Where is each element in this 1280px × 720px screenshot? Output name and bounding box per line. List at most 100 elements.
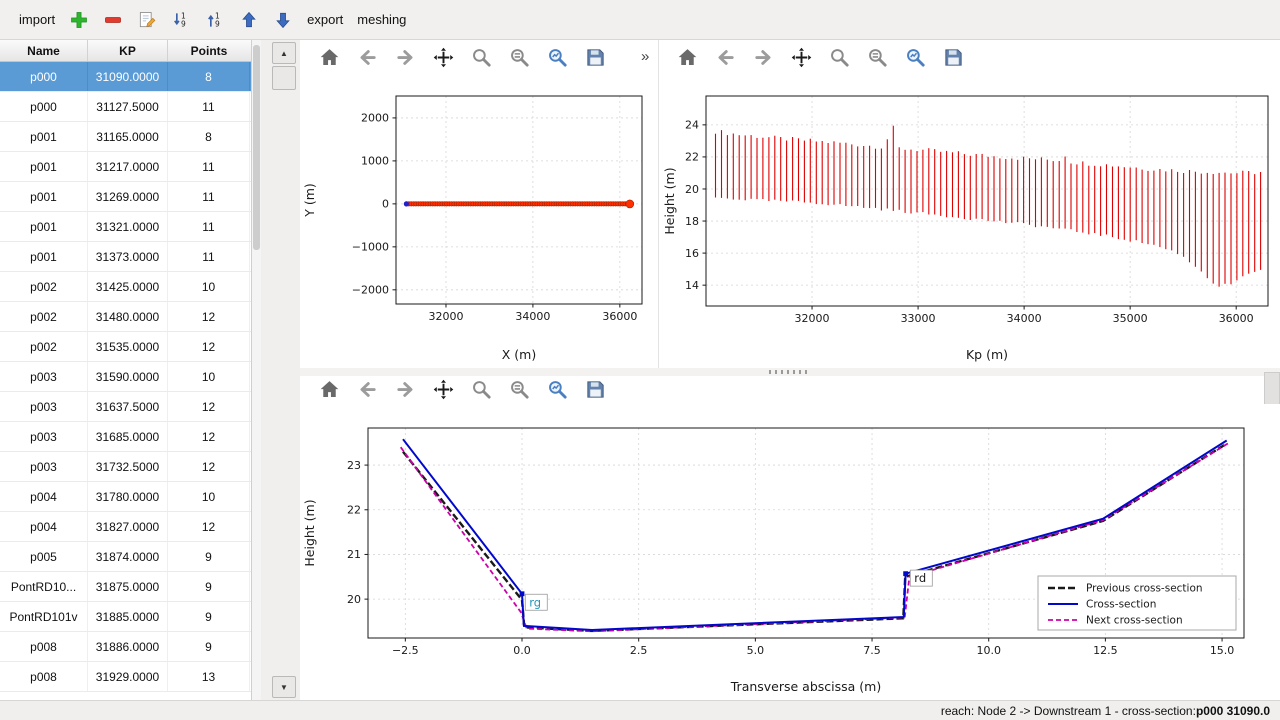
back-button[interactable] <box>354 44 381 71</box>
svg-text:2000: 2000 <box>361 112 389 125</box>
zoom-button[interactable] <box>468 376 495 403</box>
pan-button[interactable] <box>430 44 457 71</box>
longitudinal-profile-chart[interactable]: 32000 33000 34000 35000 36000 14 16 18 20 22 24 Kp … <box>660 76 1280 368</box>
cell-points: 9 <box>168 542 250 571</box>
cross-section <box>402 438 1228 631</box>
cross-section-chart[interactable]: −2.5 0.0 2.5 5.0 7.5 10.0 12.5 15.0 20 21 22 23 Tran… <box>300 404 1280 700</box>
table-row[interactable]: p003 31590.0000 10 <box>0 362 251 392</box>
table-row[interactable]: p002 31425.0000 10 <box>0 272 251 302</box>
forward-button[interactable] <box>750 44 777 71</box>
move-down-button[interactable] <box>270 7 296 33</box>
plan-view-xlabel: X (m) <box>502 347 536 362</box>
plan-view-ylabel: Y (m) <box>302 183 317 218</box>
save-button[interactable] <box>582 376 609 403</box>
pan-button[interactable] <box>430 376 457 403</box>
table-row[interactable]: p000 31090.0000 8 <box>0 62 251 92</box>
table-row[interactable]: p004 31827.0000 12 <box>0 512 251 542</box>
toolbar-overflow-chevron[interactable]: » <box>641 48 650 65</box>
home-button[interactable] <box>674 44 701 71</box>
cell-name: p002 <box>0 302 88 331</box>
subplots-button[interactable] <box>506 376 533 403</box>
move-up-button[interactable] <box>236 7 262 33</box>
table-row[interactable]: p000 31127.5000 11 <box>0 92 251 122</box>
customize-button[interactable] <box>544 44 571 71</box>
longitudinal-profile-xlabel: Kp (m) <box>966 347 1008 362</box>
table-row[interactable]: p005 31874.0000 9 <box>0 542 251 572</box>
zoom-button[interactable] <box>826 44 853 71</box>
table-row[interactable]: p003 31637.5000 12 <box>0 392 251 422</box>
cell-name: p004 <box>0 512 88 541</box>
export-button[interactable]: export <box>307 12 344 27</box>
cell-kp: 31590.0000 <box>88 362 168 391</box>
pan-button[interactable] <box>788 44 815 71</box>
customize-icon <box>549 49 567 67</box>
panel-scrollbar-thumb[interactable] <box>272 66 296 90</box>
edit-cross-section-button[interactable] <box>134 7 160 33</box>
zoom-button[interactable] <box>468 44 495 71</box>
column-header-points[interactable]: Points <box>190 43 228 58</box>
home-button[interactable] <box>316 376 343 403</box>
back-button[interactable] <box>712 44 739 71</box>
table-row[interactable]: PontRD101v 31885.0000 9 <box>0 602 251 632</box>
save-icon <box>945 49 962 66</box>
horizontal-splitter[interactable] <box>300 368 1280 376</box>
cell-name: p003 <box>0 422 88 451</box>
table-scrollbar-thumb[interactable] <box>253 45 260 250</box>
save-button[interactable] <box>582 44 609 71</box>
arrow-down-icon <box>276 12 290 28</box>
table-row[interactable]: p002 31535.0000 12 <box>0 332 251 362</box>
cell-name: p008 <box>0 632 88 661</box>
subplots-button[interactable] <box>864 44 891 71</box>
table-row[interactable]: p001 31321.0000 11 <box>0 212 251 242</box>
svg-text:21: 21 <box>347 548 361 561</box>
legend: Previous cross-section Cross-section Next … <box>1037 575 1237 631</box>
cell-kp: 31886.0000 <box>88 632 168 661</box>
back-button[interactable] <box>354 376 381 403</box>
table-row[interactable]: p004 31780.0000 10 <box>0 482 251 512</box>
pan-icon <box>433 379 454 400</box>
table-row[interactable]: p002 31480.0000 12 <box>0 302 251 332</box>
subplots-button[interactable] <box>506 44 533 71</box>
table-row[interactable]: p003 31732.5000 12 <box>0 452 251 482</box>
scroll-down-button[interactable]: ▼ <box>272 676 296 698</box>
customize-button[interactable] <box>544 376 571 403</box>
cell-name: p003 <box>0 392 88 421</box>
column-header-name[interactable]: Name <box>0 40 88 61</box>
cell-points: 10 <box>168 272 250 301</box>
cell-points: 12 <box>168 332 250 361</box>
import-button[interactable]: import <box>19 12 56 27</box>
customize-button[interactable] <box>902 44 929 71</box>
svg-text:36000: 36000 <box>602 310 637 323</box>
cell-name: p002 <box>0 332 88 361</box>
table-scrollbar[interactable] <box>252 40 261 700</box>
table-row[interactable]: p001 31217.0000 11 <box>0 152 251 182</box>
table-row[interactable]: p001 31269.0000 11 <box>0 182 251 212</box>
table-row[interactable]: p001 31165.0000 8 <box>0 122 251 152</box>
table-row[interactable]: p003 31685.0000 12 <box>0 422 251 452</box>
table-row[interactable]: p001 31373.0000 11 <box>0 242 251 272</box>
home-button[interactable] <box>316 44 343 71</box>
cell-points: 8 <box>168 122 250 151</box>
table-row[interactable]: PontRD10... 31875.0000 9 <box>0 572 251 602</box>
remove-cross-section-button[interactable] <box>100 7 126 33</box>
add-cross-section-button[interactable] <box>66 7 92 33</box>
home-icon <box>320 381 339 397</box>
cell-name: p001 <box>0 122 88 151</box>
table-row[interactable]: p008 31929.0000 13 <box>0 662 251 692</box>
cell-kp: 31535.0000 <box>88 332 168 361</box>
column-header-kp[interactable]: KP <box>88 40 168 61</box>
scroll-up-button[interactable]: ▲ <box>272 42 296 64</box>
forward-button[interactable] <box>392 376 419 403</box>
svg-text:12.5: 12.5 <box>1093 644 1118 657</box>
plan-view-chart[interactable]: 32000 34000 36000 2000 1000 0 −1000 −2000 X (m) Y… <box>300 76 656 368</box>
cell-kp: 31090.0000 <box>88 62 168 91</box>
table-row[interactable]: p008 31886.0000 9 <box>0 632 251 662</box>
cell-kp: 31165.0000 <box>88 122 168 151</box>
save-button[interactable] <box>940 44 967 71</box>
meshing-button[interactable]: meshing <box>357 12 407 27</box>
forward-button[interactable] <box>392 44 419 71</box>
panel-scrollbar[interactable]: ▲ ▼ <box>272 42 296 698</box>
